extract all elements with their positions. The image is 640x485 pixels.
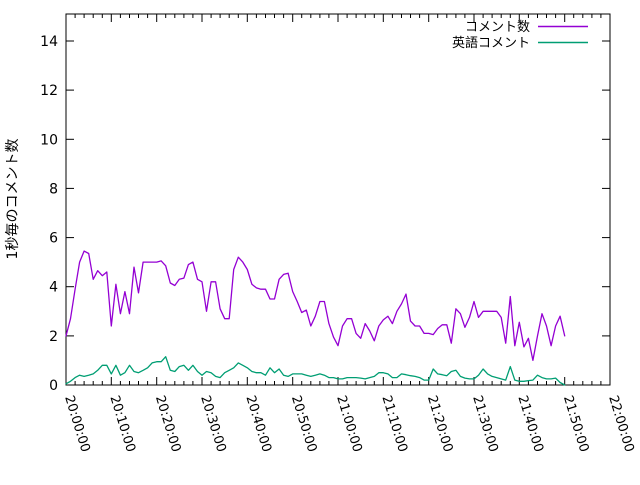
x-tick-label: 20:40:00 — [242, 394, 273, 454]
legend-label-english-comments: 英語コメント — [452, 35, 530, 51]
x-tick-label: 20:00:00 — [61, 394, 92, 454]
x-tick-label: 20:50:00 — [288, 394, 319, 454]
x-tick-label: 21:40:00 — [514, 394, 545, 454]
x-tick-label: 22:00:00 — [605, 394, 636, 454]
y-tick-label: 8 — [49, 181, 58, 197]
y-tick-label: 2 — [49, 329, 58, 345]
x-tick-label: 21:50:00 — [560, 394, 591, 454]
x-tick-label: 21:10:00 — [378, 394, 409, 454]
y-tick-label: 10 — [40, 132, 58, 148]
x-axis-tick-labels: 20:00:00 20:10:00 20:20:00 20:30:00 20:40:00… — [61, 394, 636, 454]
y-axis-title: 1秒毎のコメント数 — [5, 139, 21, 260]
y-tick-label: 12 — [40, 83, 58, 99]
y-axis-ticks — [66, 40, 610, 386]
legend: コメント数 英語コメント — [452, 20, 588, 51]
y-tick-label: 4 — [49, 280, 58, 296]
plot-border — [65, 13, 611, 386]
data-series — [65, 250, 566, 386]
x-tick-label: 20:10:00 — [106, 394, 137, 454]
series-line-english-comments — [65, 356, 566, 386]
y-tick-label: 6 — [49, 231, 58, 247]
y-tick-label: 14 — [40, 34, 58, 50]
x-tick-label: 21:00:00 — [333, 394, 364, 454]
y-axis-tick-labels: 0 2 4 6 8 10 12 14 — [40, 34, 58, 394]
x-tick-label: 21:30:00 — [469, 394, 500, 454]
legend-entry-comments: コメント数 — [465, 20, 588, 35]
legend-entry-english-comments: 英語コメント — [452, 35, 588, 51]
legend-label-comments: コメント数 — [465, 20, 530, 35]
x-tick-label: 20:20:00 — [152, 394, 183, 454]
x-axis-ticks — [65, 14, 611, 385]
y-tick-label: 0 — [49, 378, 58, 394]
x-tick-label: 20:30:00 — [197, 394, 228, 454]
x-tick-label: 21:20:00 — [424, 394, 455, 454]
series-line-comments — [65, 250, 566, 362]
